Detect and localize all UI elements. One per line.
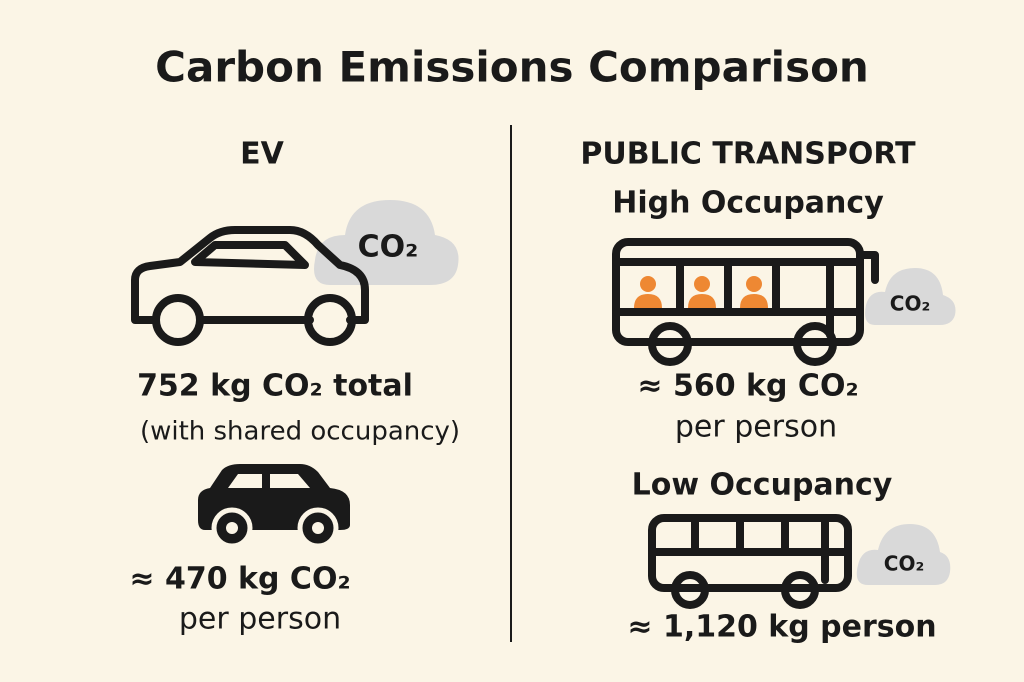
ev-per-person-value: ≈ 470 kg CO₂ [129,562,350,597]
low-label: Low Occupancy [632,468,893,503]
co2-cloud: CO₂ [865,268,956,325]
low-value: ≈ 1,120 kg person [627,610,936,645]
co2-cloud: CO₂ [856,524,951,585]
bus-low [648,514,852,609]
high-unit: per person [675,410,837,445]
high-label: High Occupancy [612,186,884,221]
title: Carbon Emissions Comparison [155,43,869,92]
ev-per-person-unit: per person [179,602,341,637]
car-solid [198,464,350,549]
cloud-label: CO₂ [884,552,924,576]
ev-total: 752 kg CO₂ total [137,369,413,404]
car-outline [131,226,369,346]
pt-heading: PUBLIC TRANSPORT [580,137,916,172]
bus-high [612,238,879,366]
high-value: ≈ 560 kg CO₂ [637,369,858,404]
ev-heading: EV [240,137,284,172]
cloud-label: CO₂ [890,292,930,316]
ev-note: (with shared occupancy) [140,417,460,447]
cloud-label: CO₂ [358,230,419,265]
